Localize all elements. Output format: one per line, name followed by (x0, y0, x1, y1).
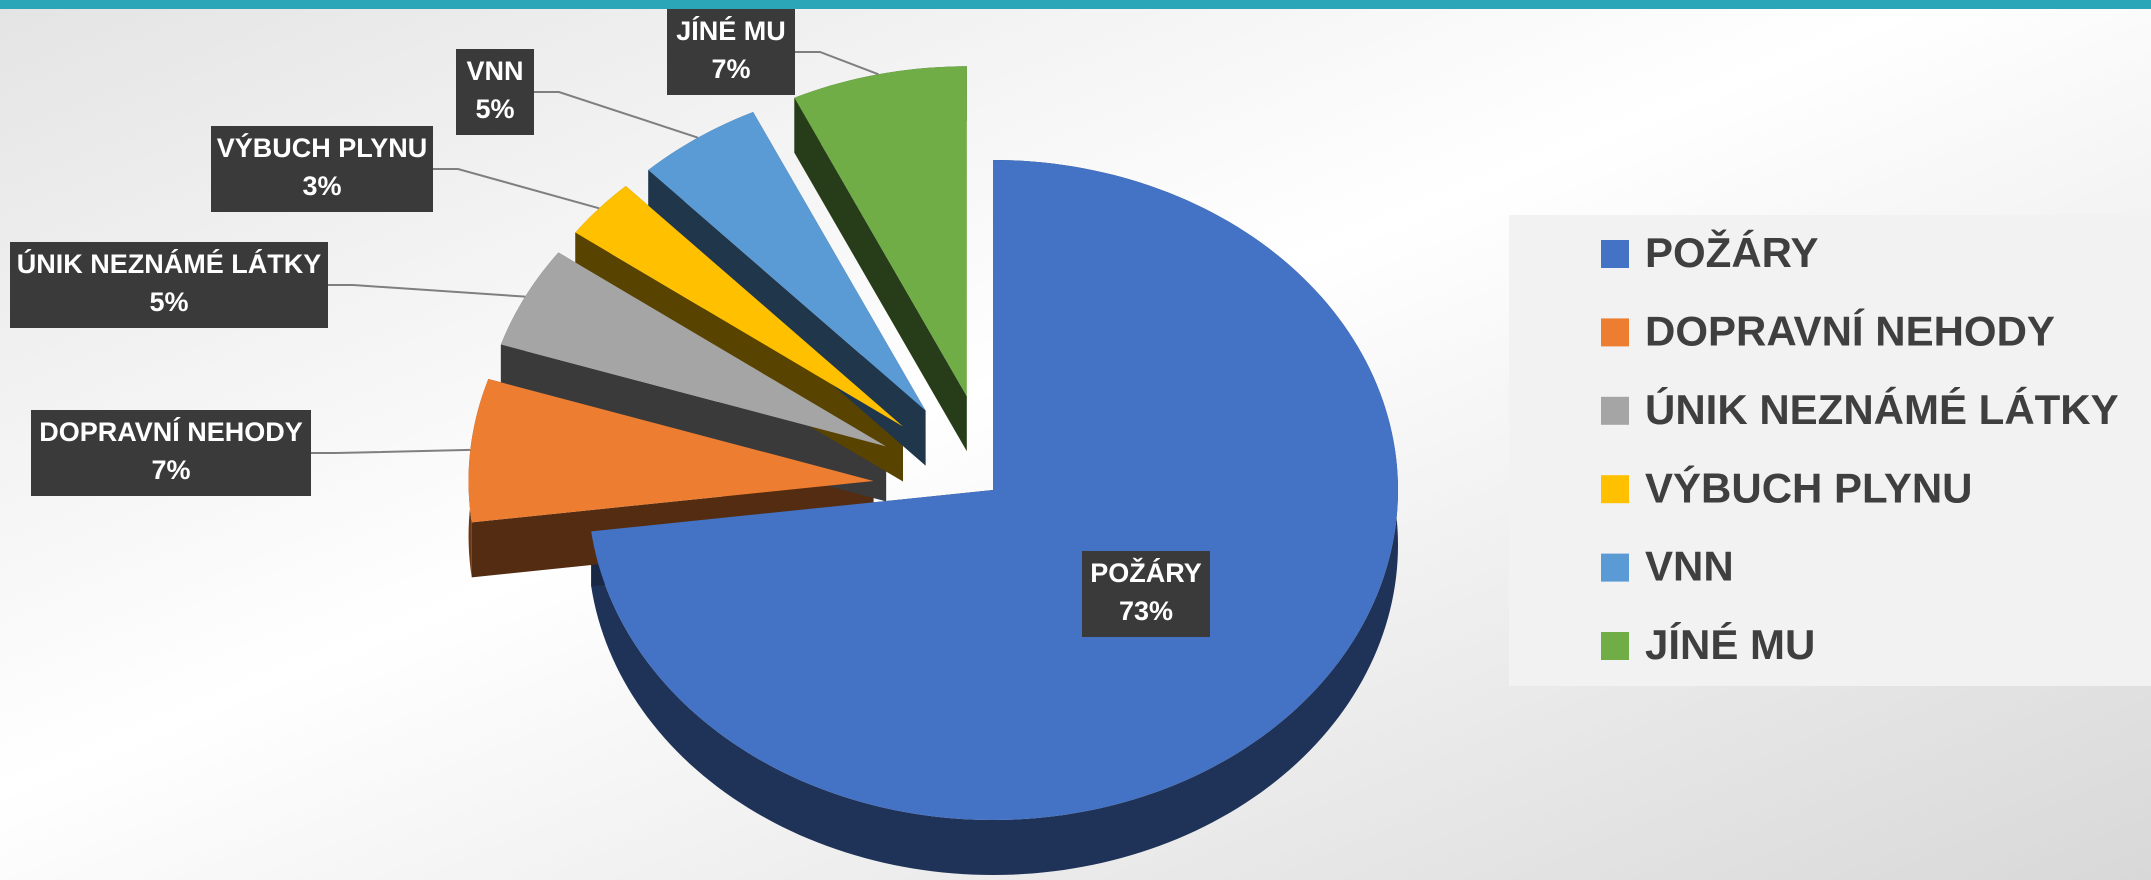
label-box (31, 410, 311, 496)
legend-swatch (1601, 632, 1629, 660)
top-bar (0, 0, 2151, 9)
slice (500, 252, 887, 447)
label-category: POŽÁRY (1090, 557, 1202, 588)
leader-line (534, 91, 699, 139)
legend: POŽÁRY DOPRAVNÍ NEHODY ÚNIK NEZNÁMÉ LÁTKY V… (1601, 228, 2119, 668)
leader-line (795, 51, 879, 76)
label-box (1082, 551, 1210, 637)
legend-label: POŽÁRY (1645, 228, 1818, 276)
slice (794, 66, 967, 397)
legend-swatch (1601, 396, 1629, 425)
legend-label: JÍNÉ MU (1645, 621, 1815, 668)
label-box (10, 242, 328, 328)
legend-swatch (1601, 553, 1629, 582)
label-box (667, 9, 795, 95)
label-box (456, 49, 534, 135)
label-value: 5% (149, 287, 188, 317)
legend-swatch (1601, 240, 1629, 268)
legend-box (1509, 215, 2151, 686)
label-category: VNN (466, 56, 523, 86)
label-value: 3% (302, 171, 341, 201)
label-category: DOPRAVNÍ NEHODY (39, 416, 303, 447)
legend-label: VÝBUCH PLYNU (1645, 464, 1973, 511)
slice (648, 112, 926, 411)
slice (468, 378, 874, 523)
legend-swatch (1601, 318, 1629, 347)
label-value: 73% (1119, 596, 1173, 626)
slice-edge (794, 97, 967, 452)
legend-label: DOPRAVNÍ NEHODY (1645, 307, 2055, 354)
label-value: 7% (151, 455, 190, 485)
leader-line (433, 168, 600, 210)
label-value: 5% (475, 94, 514, 124)
legend-label: VNN (1645, 543, 1734, 590)
slice (575, 185, 903, 427)
label-box (211, 126, 433, 212)
label-category: ÚNIK NEZNÁMÉ LÁTKY (17, 248, 322, 279)
label-category: JÍNÉ MU (676, 15, 786, 46)
slice (591, 160, 1398, 820)
legend-label: ÚNIK NEZNÁMÉ LÁTKY (1645, 385, 2119, 433)
legend-swatch (1601, 475, 1629, 504)
leader-line (328, 284, 526, 298)
leader-line (311, 448, 471, 454)
label-category: VÝBUCH PLYNU (217, 132, 428, 163)
slice-tops (468, 66, 1398, 820)
data-labels: POŽÁRY 73% DOPRAVNÍ NEHODY 7% ÚNIK NEZNÁMÉ L… (10, 9, 1210, 637)
label-value: 7% (711, 54, 750, 84)
